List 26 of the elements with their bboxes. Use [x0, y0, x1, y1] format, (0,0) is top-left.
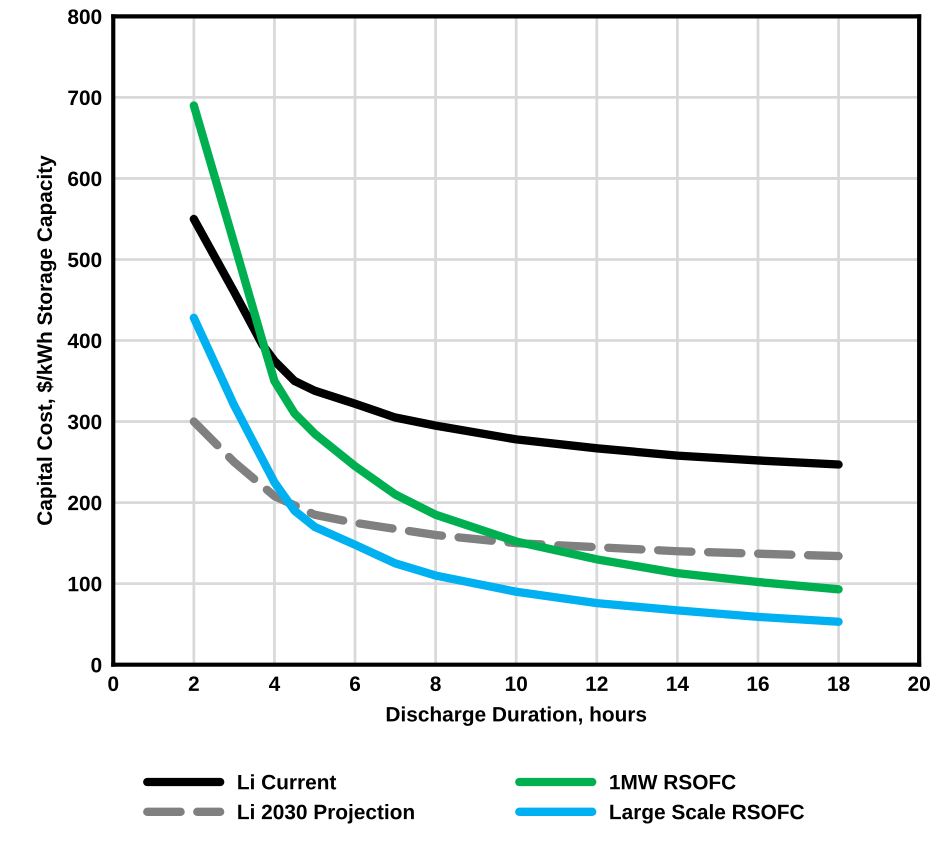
y-tick-label: 700 [68, 90, 102, 106]
y-axis-title: Capital Cost, $/kWh Storage Capacity [36, 155, 56, 525]
x-tick-label: 6 [350, 676, 360, 692]
legend-label: Large Scale RSOFC [610, 804, 804, 824]
legend-label: 1MW RSOFC [610, 774, 736, 790]
x-tick-label: 12 [586, 676, 608, 691]
x-tick-label: 18 [828, 676, 850, 692]
y-tick-label: 400 [68, 334, 102, 348]
y-tick-label: 600 [68, 171, 102, 186]
x-tick-label: 0 [108, 676, 118, 692]
y-tick-label: 0 [91, 658, 102, 672]
x-tick-label: 4 [268, 676, 280, 691]
legend-label: Li Current [238, 774, 336, 790]
y-tick-label: 500 [68, 252, 102, 268]
y-tick-label: 200 [68, 496, 102, 510]
y-tick-label: 100 [68, 576, 102, 592]
x-axis-title: Discharge Duration, hours [386, 706, 646, 726]
legend-label: Li 2030 Projection [238, 804, 414, 824]
x-tick-label: 10 [506, 676, 527, 692]
x-tick-label: 14 [667, 676, 689, 691]
y-tick-label: 300 [68, 414, 102, 430]
x-tick-label: 16 [748, 676, 769, 692]
x-tick-label: 8 [430, 676, 441, 692]
x-tick-label: 20 [908, 676, 930, 692]
y-tick-label: 800 [68, 9, 102, 24]
x-tick-label: 2 [188, 676, 199, 691]
